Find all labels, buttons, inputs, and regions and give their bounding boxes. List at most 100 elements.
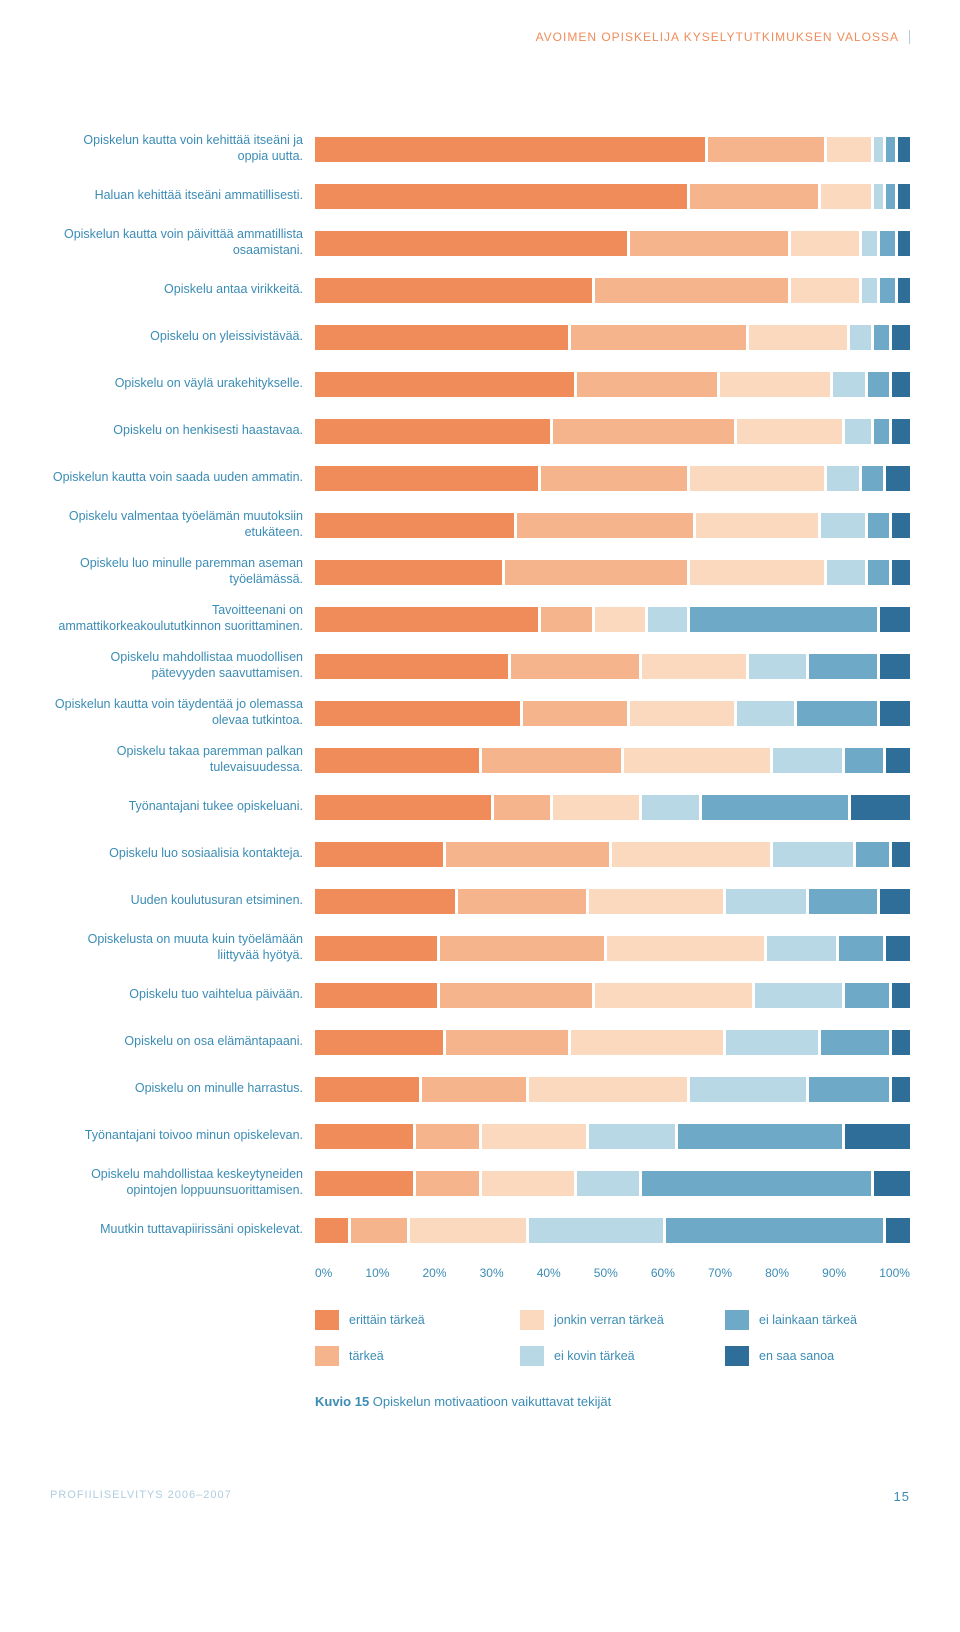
bar-segment (589, 1124, 678, 1149)
bar-segment (809, 1077, 892, 1102)
bar-track (315, 1030, 910, 1055)
bar-segment (482, 1124, 589, 1149)
bar-segment (315, 983, 440, 1008)
bar-segment (410, 1218, 529, 1243)
legend-label: ei lainkaan tärkeä (759, 1313, 857, 1327)
bar-segment (315, 513, 517, 538)
row-label: Opiskelu tuo vaihtelua päivään. (50, 987, 315, 1003)
legend-item: en saa sanoa (725, 1346, 910, 1366)
bar-track (315, 325, 910, 350)
page-number: 15 (894, 1489, 910, 1504)
bar-segment (529, 1077, 690, 1102)
bar-segment (511, 654, 642, 679)
bar-track (315, 842, 910, 867)
axis-tick: 60% (651, 1266, 675, 1280)
axis-tick: 30% (480, 1266, 504, 1280)
bar-row: Työnantajani toivoo minun opiskelevan. (50, 1121, 910, 1151)
bar-row: Opiskelun kautta voin päivittää ammatill… (50, 228, 910, 258)
legend-swatch (315, 1346, 339, 1366)
caption-text: Opiskelun motivaatioon vaikuttavat tekij… (369, 1394, 611, 1409)
axis-tick: 50% (594, 1266, 618, 1280)
bar-segment (648, 607, 690, 632)
bar-segment (666, 1218, 886, 1243)
row-label: Opiskelu antaa virikkeitä. (50, 282, 315, 298)
legend-swatch (315, 1310, 339, 1330)
row-label: Opiskelu luo sosiaalisia kontakteja. (50, 846, 315, 862)
bar-segment (523, 701, 630, 726)
bar-segment (886, 748, 910, 773)
row-label: Opiskelu on osa elämäntapaani. (50, 1034, 315, 1050)
bar-segment (517, 513, 696, 538)
bar-segment (856, 842, 892, 867)
bar-track (315, 560, 910, 585)
bar-segment (595, 983, 756, 1008)
bar-segment (821, 184, 875, 209)
bar-segment (315, 795, 494, 820)
bar-track (315, 1124, 910, 1149)
row-label: Opiskelusta on muuta kuin työelämään lii… (50, 932, 315, 963)
bar-segment (482, 1171, 577, 1196)
bar-segment (315, 842, 446, 867)
bar-track (315, 513, 910, 538)
bar-segment (880, 701, 910, 726)
bar-segment (553, 419, 737, 444)
legend-label: en saa sanoa (759, 1349, 834, 1363)
bar-segment (315, 1171, 416, 1196)
bar-segment (708, 137, 827, 162)
bar-segment (773, 748, 844, 773)
bar-segment (571, 325, 750, 350)
bar-segment (315, 607, 541, 632)
bar-segment (898, 278, 910, 303)
bar-track (315, 1218, 910, 1243)
bar-segment (851, 795, 911, 820)
bar-segment (630, 701, 737, 726)
bar-row: Opiskelu tuo vaihtelua päivään. (50, 980, 910, 1010)
bar-segment (726, 889, 809, 914)
bar-segment (315, 466, 541, 491)
bar-row: Opiskelu on väylä urakehitykselle. (50, 369, 910, 399)
row-label: Opiskelu takaa paremman palkan tulevaisu… (50, 744, 315, 775)
bar-segment (315, 325, 571, 350)
bar-segment (494, 795, 554, 820)
bar-segment (690, 560, 827, 585)
bar-segment (315, 701, 523, 726)
axis-tick: 10% (365, 1266, 389, 1280)
bar-segment (749, 325, 850, 350)
bar-segment (720, 372, 833, 397)
bar-track (315, 889, 910, 914)
bar-segment (892, 419, 910, 444)
bar-segment (749, 654, 809, 679)
bar-row: Opiskelun kautta voin täydentää jo olema… (50, 698, 910, 728)
legend-swatch (520, 1346, 544, 1366)
legend-swatch (725, 1346, 749, 1366)
row-label: Opiskelu on väylä urakehitykselle. (50, 376, 315, 392)
legend-label: jonkin verran tärkeä (554, 1313, 664, 1327)
bar-segment (845, 983, 893, 1008)
bar-segment (892, 560, 910, 585)
bar-row: Muutkin tuttavapiirissäni opiskelevat. (50, 1215, 910, 1245)
bar-row: Opiskelu mahdollistaa keskeytyneiden opi… (50, 1168, 910, 1198)
bar-segment (505, 560, 689, 585)
legend-label: ei kovin tärkeä (554, 1349, 635, 1363)
bar-segment (868, 372, 892, 397)
bar-segment (821, 513, 869, 538)
bar-segment (886, 137, 898, 162)
bar-segment (868, 560, 892, 585)
bar-track (315, 1077, 910, 1102)
axis-tick: 90% (822, 1266, 846, 1280)
bar-segment (850, 325, 874, 350)
bar-segment (827, 466, 863, 491)
bar-track (315, 983, 910, 1008)
bar-segment (315, 748, 482, 773)
bar-segment (571, 1030, 726, 1055)
bar-row: Opiskelu on osa elämäntapaani. (50, 1027, 910, 1057)
bar-track (315, 137, 910, 162)
bar-segment (791, 231, 862, 256)
legend-swatch (520, 1310, 544, 1330)
bar-track (315, 654, 910, 679)
row-label: Opiskelu mahdollistaa keskeytyneiden opi… (50, 1167, 315, 1198)
bar-segment (696, 513, 821, 538)
bar-segment (416, 1171, 481, 1196)
bar-row: Opiskelun kautta voin kehittää itseäni j… (50, 134, 910, 164)
bar-segment (315, 560, 505, 585)
